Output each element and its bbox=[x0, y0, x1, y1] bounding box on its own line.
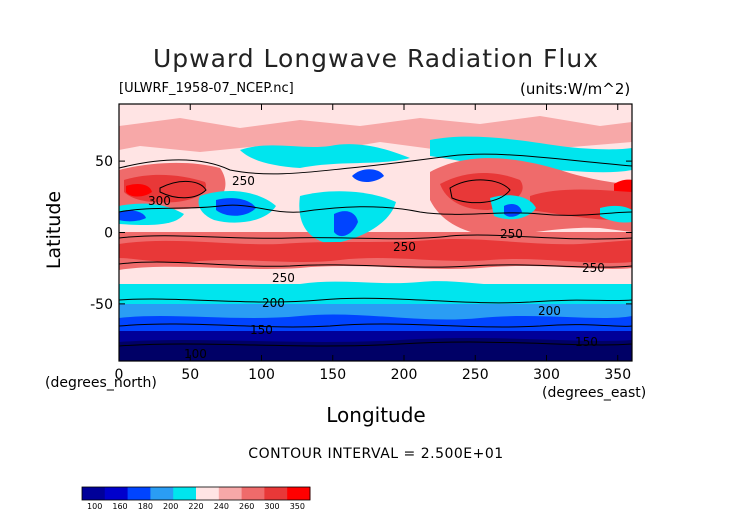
y-axis-ticks: -50 0 50 bbox=[90, 154, 632, 313]
x-tick-label: 250 bbox=[462, 367, 489, 383]
colorbar-swatch bbox=[127, 487, 151, 500]
region-blue-east-tropics bbox=[504, 204, 522, 217]
contour-label: 250 bbox=[272, 271, 295, 285]
region-blue-northpac bbox=[352, 169, 384, 182]
colorbar: 100 160 180 200 220 240 260 300 350 bbox=[81, 486, 311, 511]
contour-label: 250 bbox=[232, 174, 255, 188]
x-unit-label: (degrees_east) bbox=[542, 385, 647, 401]
region-north-pink bbox=[119, 116, 632, 152]
x-tick-label: 350 bbox=[604, 367, 631, 383]
colorbar-label: 300 bbox=[264, 502, 279, 511]
contour-label: 250 bbox=[393, 240, 416, 254]
x-tick-label: 0 bbox=[115, 367, 124, 383]
x-tick-label: 300 bbox=[533, 367, 560, 383]
region-north-cyan-a bbox=[240, 144, 410, 168]
region-blue-africa bbox=[119, 210, 146, 222]
y-tick-label: 50 bbox=[95, 154, 113, 170]
contour-label: 150 bbox=[575, 335, 598, 349]
heatmap-field bbox=[119, 104, 632, 361]
colorbar-swatch bbox=[241, 487, 265, 500]
region-blue-maritime bbox=[334, 211, 358, 237]
colorbar-swatch bbox=[287, 487, 311, 500]
colorbar-label: 200 bbox=[163, 502, 178, 511]
colorbar-swatch bbox=[150, 487, 174, 500]
region-south-light bbox=[119, 266, 632, 284]
colorbar-swatch bbox=[218, 487, 243, 500]
region-antarctic-core bbox=[119, 338, 632, 361]
file-label: [ULWRF_1958-07_NCEP.nc] bbox=[119, 81, 294, 96]
colorbar-label: 100 bbox=[87, 502, 102, 511]
contour-labels: 250 300 250 250 250 250 200 200 150 150 … bbox=[148, 174, 605, 361]
contour-label: 300 bbox=[148, 194, 171, 208]
colorbar-swatch bbox=[104, 487, 129, 500]
x-axis-ticks: 0 50 100 150 200 250 300 350 bbox=[115, 104, 631, 383]
y-unit-label: (degrees_north) bbox=[45, 375, 157, 391]
band-arctic bbox=[119, 104, 632, 126]
contour-label: 250 bbox=[582, 261, 605, 275]
chart-title: Upward Longwave Radiation Flux bbox=[152, 44, 600, 73]
contour-label: 250 bbox=[500, 227, 523, 241]
colorbar-swatch bbox=[264, 487, 288, 500]
region-bright-red-west bbox=[126, 184, 152, 197]
region-cyan-far-east bbox=[600, 205, 632, 223]
y-axis-label: Latitude bbox=[43, 190, 65, 270]
y-tick-label: -50 bbox=[90, 297, 113, 313]
contour-label: 200 bbox=[538, 304, 561, 318]
contour-label: 150 bbox=[250, 323, 273, 337]
x-axis-label: Longitude bbox=[326, 403, 426, 427]
contour-interval-text: CONTOUR INTERVAL = 2.500E+01 bbox=[248, 446, 504, 462]
colorbar-label: 350 bbox=[290, 502, 305, 511]
colorbar-label: 260 bbox=[239, 502, 254, 511]
contour-label: 200 bbox=[262, 296, 285, 310]
colorbar-label: 220 bbox=[188, 502, 203, 511]
contour-lines bbox=[119, 153, 632, 347]
contour-label: 100 bbox=[184, 347, 207, 361]
colorbar-swatch bbox=[173, 487, 197, 500]
colorbar-label: 180 bbox=[138, 502, 153, 511]
colorbar-swatch bbox=[82, 487, 106, 500]
x-tick-label: 50 bbox=[181, 367, 199, 383]
colorbar-swatch bbox=[196, 487, 220, 500]
colorbar-frame bbox=[81, 486, 311, 501]
region-blue-india bbox=[216, 198, 256, 216]
x-tick-label: 100 bbox=[248, 367, 275, 383]
units-label: (units:W/m^2) bbox=[520, 80, 631, 98]
y-tick-label: 0 bbox=[104, 226, 113, 242]
colorbar-label: 240 bbox=[214, 502, 229, 511]
region-red-south-core bbox=[119, 239, 632, 263]
x-tick-label: 150 bbox=[319, 367, 346, 383]
colorbar-label: 160 bbox=[112, 502, 127, 511]
x-tick-label: 200 bbox=[391, 367, 418, 383]
